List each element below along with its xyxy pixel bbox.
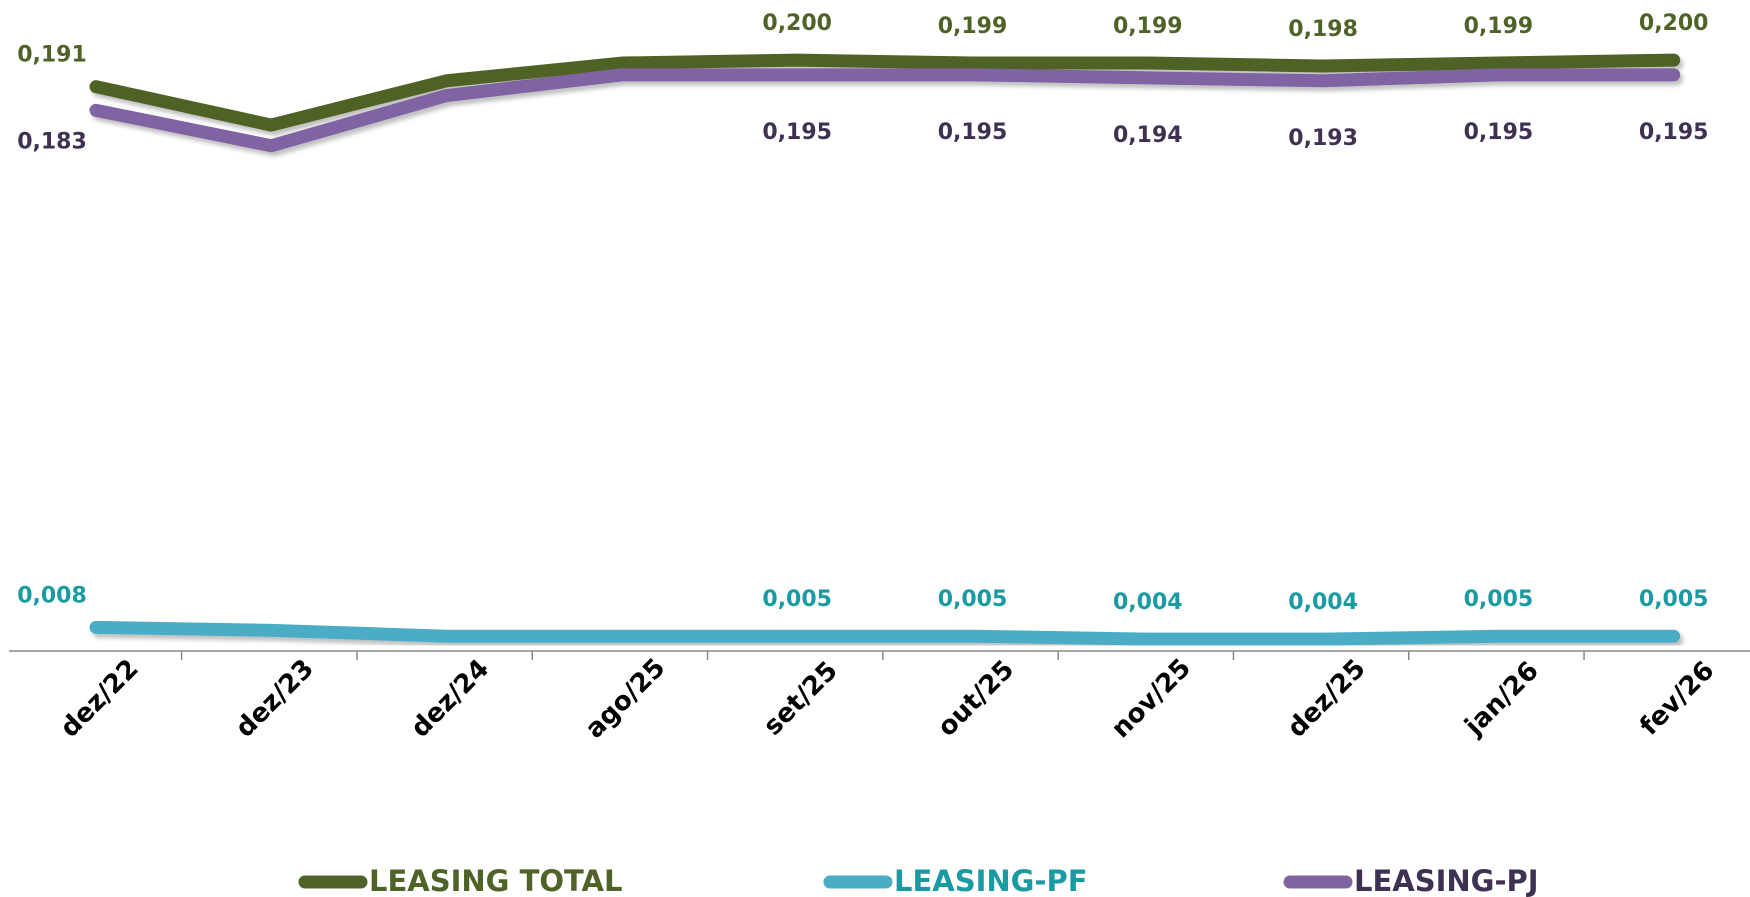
x-tick-label: fev/26 xyxy=(1634,656,1720,742)
legend-label: LEASING TOTAL xyxy=(369,864,622,897)
data-label: 0,199 xyxy=(938,14,1008,39)
data-label: 0,193 xyxy=(1288,126,1358,151)
data-label: 0,004 xyxy=(1288,590,1358,615)
x-tick-label: jan/26 xyxy=(1459,656,1545,742)
x-tick-label: dez/22 xyxy=(55,654,145,744)
x-tick-label: ago/25 xyxy=(580,653,672,745)
data-label: 0,195 xyxy=(1639,120,1709,145)
data-label: 0,199 xyxy=(1113,14,1183,39)
legend-label: LEASING-PJ xyxy=(1354,864,1539,897)
data-label: 0,195 xyxy=(938,120,1008,145)
data-label: 0,183 xyxy=(17,129,87,154)
data-label: 0,195 xyxy=(762,120,832,145)
data-label: 0,191 xyxy=(17,43,87,68)
data-label: 0,195 xyxy=(1464,120,1534,145)
data-label: 0,005 xyxy=(762,587,832,612)
data-label: 0,004 xyxy=(1113,590,1183,615)
series-line xyxy=(89,620,1681,646)
legend-label: LEASING-PF xyxy=(894,864,1088,897)
series-line xyxy=(89,68,1681,153)
data-label: 0,194 xyxy=(1113,123,1183,148)
series-line xyxy=(89,53,1681,132)
x-tick-label: dez/25 xyxy=(1282,654,1372,744)
data-label: 0,200 xyxy=(762,11,832,36)
x-tick-label: dez/24 xyxy=(405,654,495,744)
data-label: 0,200 xyxy=(1639,11,1709,36)
data-label: 0,199 xyxy=(1464,14,1534,39)
x-tick-label: dez/23 xyxy=(230,654,320,744)
data-label: 0,005 xyxy=(1639,587,1709,612)
x-tick-label: set/25 xyxy=(758,656,844,742)
x-tick-label: nov/25 xyxy=(1106,653,1197,744)
data-label: 0,008 xyxy=(17,583,87,608)
data-label: 0,005 xyxy=(1464,587,1534,612)
x-tick-label: out/25 xyxy=(932,655,1020,743)
data-label: 0,198 xyxy=(1288,17,1358,42)
data-label: 0,005 xyxy=(938,587,1008,612)
